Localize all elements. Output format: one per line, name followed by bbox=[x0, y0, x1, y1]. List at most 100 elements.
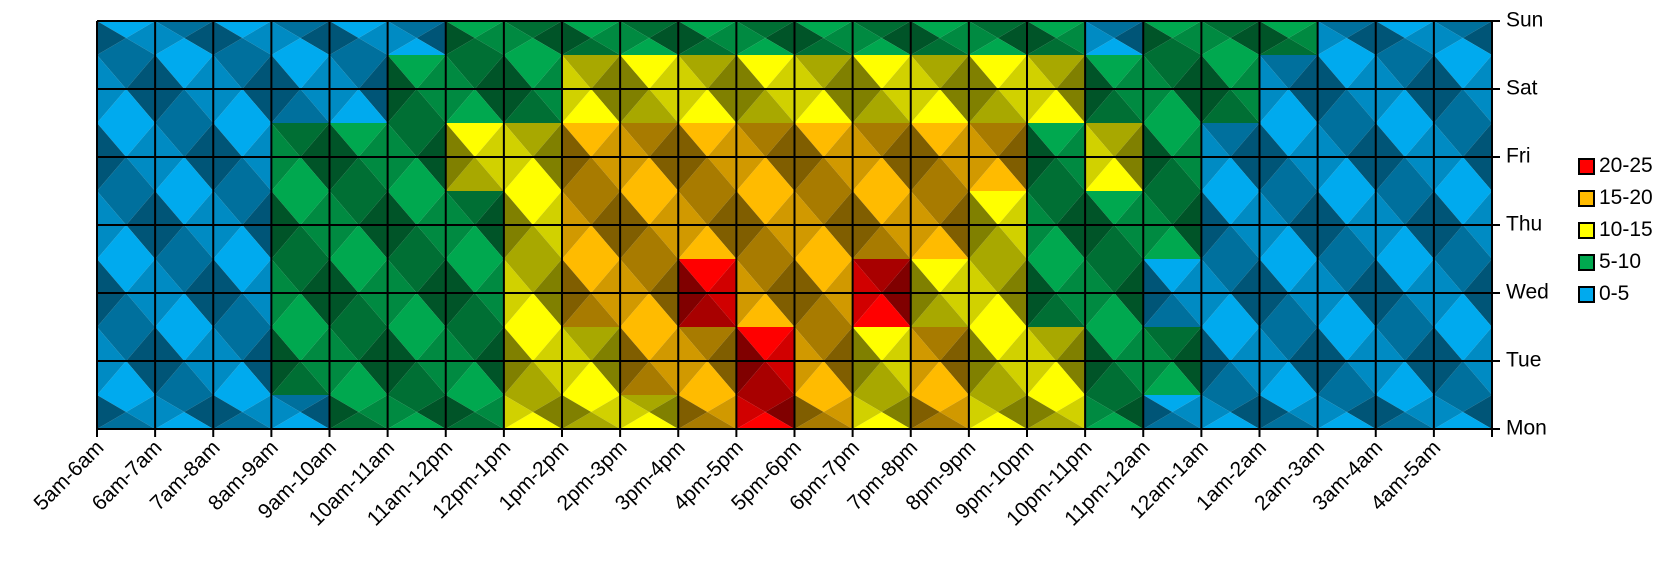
heatmap-cell-segment bbox=[1259, 123, 1318, 157]
heatmap-cell-segment bbox=[445, 191, 504, 225]
heatmap-cell-segment bbox=[1230, 395, 1260, 429]
heatmap-cell-segment bbox=[271, 38, 330, 55]
heatmap-cell-segment bbox=[910, 412, 969, 429]
grid-lines bbox=[96, 20, 1500, 437]
heatmap-cell-segment bbox=[910, 157, 969, 191]
heatmap-cell-segment bbox=[968, 395, 1027, 412]
heatmap-cell-segment bbox=[387, 157, 446, 191]
heatmap-cell-segment bbox=[503, 259, 562, 293]
heatmap-cell-segment bbox=[794, 157, 853, 191]
heatmap-cell-segment bbox=[503, 361, 562, 395]
heatmap-cell-segment bbox=[271, 55, 330, 89]
heatmap-cell-segment bbox=[329, 157, 388, 191]
heatmap-cell-segment bbox=[852, 395, 911, 412]
y-tick-label: Mon bbox=[1506, 417, 1547, 440]
heatmap-cell-segment bbox=[678, 293, 737, 327]
heatmap-cell-segment bbox=[97, 293, 156, 327]
heatmap-cell-segment bbox=[794, 38, 853, 55]
heatmap-cell-segment bbox=[620, 191, 679, 225]
heatmap-cell-segment bbox=[271, 412, 330, 429]
heatmap-cell-segment bbox=[445, 21, 504, 38]
heatmap-cell-segment bbox=[213, 259, 272, 293]
heatmap-cell-segment bbox=[387, 55, 446, 89]
heatmap-cell-segment bbox=[852, 21, 911, 38]
heatmap-cell-segment bbox=[1317, 38, 1376, 55]
heatmap-cell-segment bbox=[97, 89, 156, 123]
heatmap-cell-segment bbox=[736, 225, 795, 259]
heatmap-cell-segment bbox=[271, 395, 330, 412]
heatmap-cell-segment bbox=[329, 395, 359, 429]
heatmap-cell-segment bbox=[387, 89, 446, 123]
heatmap-cell-segment bbox=[213, 38, 272, 55]
heatmap-cell-segment bbox=[852, 327, 911, 361]
heatmap-cell-segment bbox=[1027, 259, 1086, 293]
heatmap-cell-segment bbox=[910, 123, 969, 157]
heatmap-cell-segment bbox=[329, 191, 388, 225]
heatmap-cell-segment bbox=[1433, 361, 1492, 395]
heatmap-cell-segment bbox=[968, 327, 1027, 361]
heatmap-cell-segment bbox=[852, 123, 911, 157]
heatmap-cell-segment bbox=[445, 259, 504, 293]
heatmap-cell-segment bbox=[1143, 395, 1202, 412]
legend-item: 20-25 bbox=[1578, 150, 1653, 182]
heatmap-cell-segment bbox=[155, 21, 185, 55]
heatmap-cell-segment bbox=[736, 395, 766, 429]
heatmap-cell-segment bbox=[1027, 395, 1086, 412]
heatmap-cell-segment bbox=[1375, 55, 1434, 89]
heatmap-cell-segment bbox=[97, 21, 127, 55]
heatmap-cell-segment bbox=[329, 293, 388, 327]
heatmap-cell-segment bbox=[1317, 327, 1376, 361]
heatmap-cell-segment bbox=[1259, 395, 1318, 412]
heatmap-cell-segment bbox=[213, 225, 272, 259]
heatmap-cell-segment bbox=[881, 21, 911, 55]
heatmap-cell-segment bbox=[1027, 157, 1086, 191]
heatmap-cell-segment bbox=[852, 361, 911, 395]
heatmap-cell-segment bbox=[968, 293, 1027, 327]
heatmap-cell-segment bbox=[939, 395, 969, 429]
heatmap-cell-segment bbox=[155, 395, 185, 429]
heatmap-cell-segment bbox=[910, 21, 969, 38]
heatmap-cell-segment bbox=[329, 89, 388, 123]
heatmap-cell-segment bbox=[910, 38, 969, 55]
heatmap-cell-segment bbox=[1143, 157, 1202, 191]
heatmap-cell-segment bbox=[1143, 361, 1202, 395]
heatmap-cell-segment bbox=[1201, 123, 1260, 157]
heatmap-cell-segment bbox=[155, 38, 214, 55]
heatmap-cell-segment bbox=[1433, 395, 1492, 412]
heatmap-cell-segment bbox=[968, 55, 1027, 89]
heatmap-cell-segment bbox=[1433, 259, 1492, 293]
heatmap-cell-segment bbox=[474, 21, 504, 55]
heatmap-cell-segment bbox=[1317, 21, 1376, 38]
heatmap-cell-segment bbox=[910, 293, 969, 327]
heatmap-cell-segment bbox=[1027, 191, 1086, 225]
heatmap-cell-segment bbox=[532, 395, 562, 429]
heatmap-cell-segment bbox=[1201, 55, 1260, 89]
heatmap-cell-segment bbox=[910, 89, 969, 123]
heatmap-cell-segment bbox=[271, 89, 330, 123]
heatmap-cell-segment bbox=[1201, 38, 1260, 55]
heatmap-cell-segment bbox=[1317, 191, 1376, 225]
heatmap-cell-segment bbox=[213, 293, 272, 327]
heatmap-cell-segment bbox=[271, 395, 301, 429]
heatmap-cell-segment bbox=[1143, 55, 1202, 89]
heatmap-cell-segment bbox=[1433, 38, 1492, 55]
heatmap-cell-segment bbox=[503, 89, 562, 123]
heatmap-cell-segment bbox=[1346, 21, 1376, 55]
heatmap-cell-segment bbox=[678, 123, 737, 157]
heatmap-cell-segment bbox=[1085, 21, 1115, 55]
legend-label: 0-5 bbox=[1599, 282, 1630, 305]
heatmap-cell-segment bbox=[852, 259, 911, 293]
heatmap-cell-segment bbox=[184, 395, 214, 429]
legend-item: 15-20 bbox=[1578, 182, 1653, 214]
heatmap-cell-segment bbox=[562, 89, 621, 123]
heatmap-cell-segment bbox=[736, 395, 795, 412]
heatmap-cell-segment bbox=[707, 21, 737, 55]
heatmap-cell-segment bbox=[910, 21, 940, 55]
heatmap-cell-segment bbox=[968, 412, 1027, 429]
heatmap-cell-segment bbox=[97, 38, 156, 55]
heatmap-cell-segment bbox=[678, 157, 737, 191]
heatmap-cell-segment bbox=[155, 293, 214, 327]
heatmap-cell-segment bbox=[445, 55, 504, 89]
heatmap-cell-segment bbox=[445, 395, 504, 412]
heatmap-cell-segment bbox=[1375, 327, 1434, 361]
